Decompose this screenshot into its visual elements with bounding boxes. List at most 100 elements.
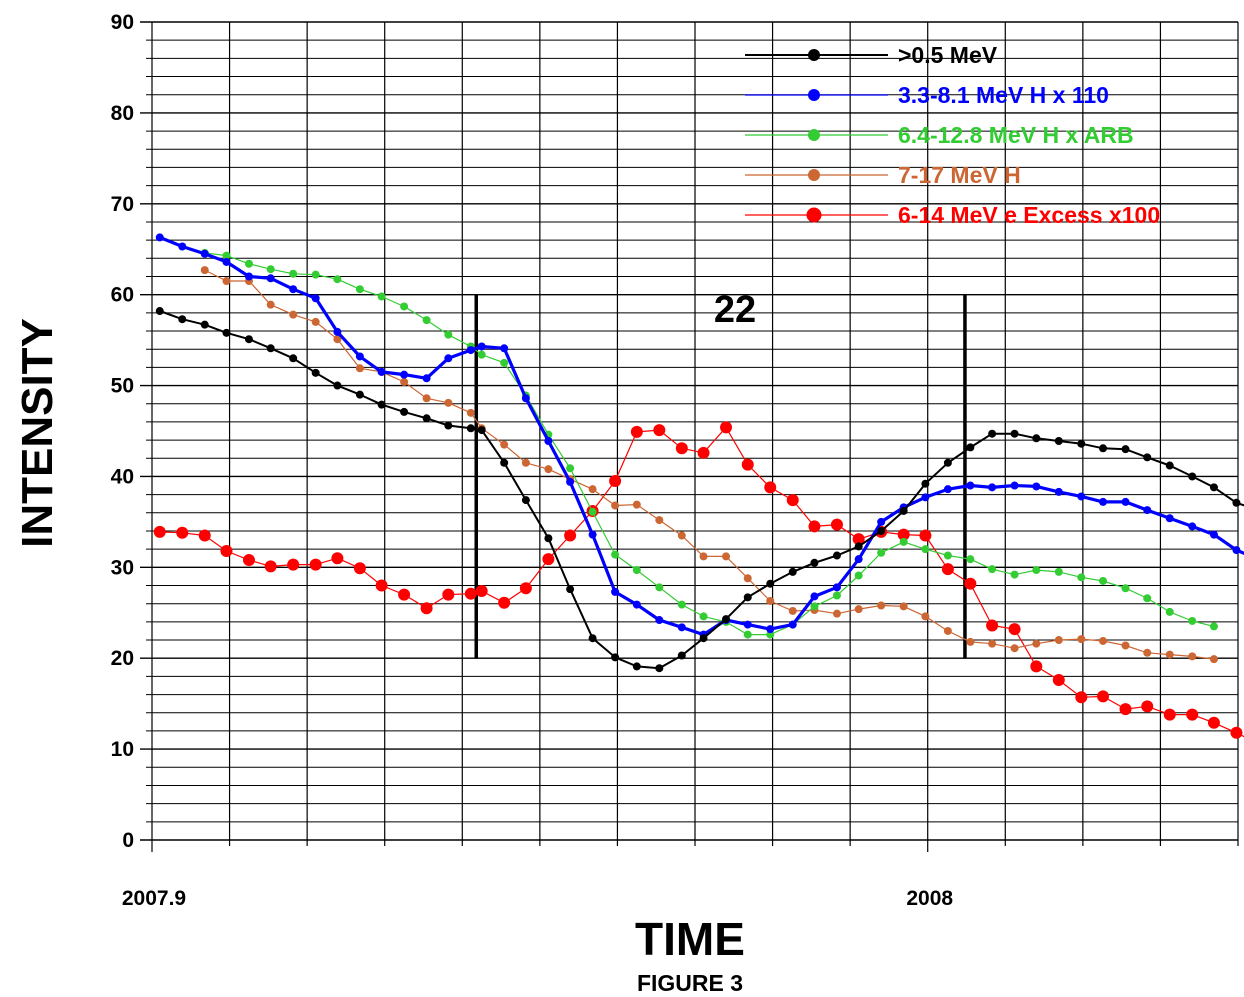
data-point <box>1077 635 1086 644</box>
data-point <box>677 623 686 632</box>
legend-label: 3.3-8.1 MeV H x 110 <box>898 82 1109 108</box>
data-point <box>353 562 366 575</box>
data-point <box>921 479 930 488</box>
data-point <box>422 316 431 325</box>
data-point <box>677 600 686 609</box>
data-point <box>1143 506 1152 515</box>
data-point <box>1143 648 1152 657</box>
data-point <box>289 310 298 319</box>
data-point <box>921 545 930 554</box>
figure-caption: FIGURE 3 <box>637 970 743 996</box>
data-point <box>899 506 908 515</box>
data-point <box>519 582 532 595</box>
data-point <box>1209 622 1218 631</box>
data-point <box>311 317 320 326</box>
data-point <box>1209 483 1218 492</box>
data-point <box>919 529 932 542</box>
data-point <box>764 481 777 494</box>
legend-label: 7-17 MeV H <box>898 162 1021 188</box>
data-point <box>566 477 575 486</box>
data-point <box>444 398 453 407</box>
data-point <box>289 354 298 363</box>
data-point <box>1099 444 1108 453</box>
data-point <box>1188 652 1197 661</box>
data-point <box>200 249 209 258</box>
data-point <box>1032 639 1041 648</box>
y-tick-label: 30 <box>111 556 134 579</box>
legend-swatch-marker <box>806 207 822 223</box>
data-point <box>464 587 477 600</box>
data-point <box>289 285 298 294</box>
data-point <box>477 350 486 359</box>
legend-swatch-marker <box>808 169 820 181</box>
legend-label: 6.4-12.8 MeV H x ARB <box>898 122 1134 148</box>
data-point <box>287 558 300 571</box>
data-point <box>1010 481 1019 490</box>
data-point <box>333 335 342 344</box>
data-point <box>1077 573 1086 582</box>
data-point <box>854 555 863 564</box>
data-point <box>832 551 841 560</box>
data-point <box>699 552 708 561</box>
data-point <box>966 637 975 646</box>
data-point <box>1230 726 1243 739</box>
data-point <box>1165 461 1174 470</box>
data-point <box>200 320 209 329</box>
data-point <box>331 552 344 565</box>
data-point <box>632 566 641 575</box>
data-point <box>854 605 863 614</box>
data-point <box>941 563 954 576</box>
y-tick-label: 20 <box>111 647 134 670</box>
data-point <box>289 269 298 278</box>
data-point <box>899 537 908 546</box>
data-point <box>244 335 253 344</box>
data-point <box>877 517 886 526</box>
data-point <box>442 588 455 601</box>
data-point <box>1207 716 1220 729</box>
data-point <box>964 577 977 590</box>
data-point <box>854 571 863 580</box>
data-point <box>1054 567 1063 576</box>
data-point <box>808 520 821 533</box>
legend: >0.5 MeV 3.3-8.1 MeV H x 110 6.4-12.8 MeV … <box>745 42 1160 228</box>
data-point <box>498 596 511 609</box>
legend-entry: >0.5 MeV <box>745 42 998 68</box>
data-point <box>766 596 775 605</box>
data-point <box>588 634 597 643</box>
data-point <box>697 446 710 459</box>
legend-swatch-marker <box>808 49 820 61</box>
data-point <box>611 587 620 596</box>
series-0 <box>155 307 1244 673</box>
data-point <box>810 558 819 567</box>
data-point <box>1010 570 1019 579</box>
data-point <box>1032 482 1041 491</box>
data-point <box>766 579 775 588</box>
data-point <box>1097 690 1110 703</box>
data-point <box>943 551 952 560</box>
data-point <box>266 344 275 353</box>
data-point <box>266 265 275 274</box>
data-point <box>155 233 164 242</box>
data-point <box>722 615 731 624</box>
data-point <box>921 612 930 621</box>
data-point <box>1054 436 1063 445</box>
x-tick-labels: 2007.9 2008 <box>122 887 954 910</box>
data-point <box>400 370 409 379</box>
data-point <box>544 534 553 543</box>
data-point <box>988 429 997 438</box>
legend-swatch-marker <box>808 129 820 141</box>
data-point <box>377 400 386 409</box>
data-point <box>477 342 486 351</box>
data-point <box>1188 472 1197 481</box>
data-point <box>988 639 997 648</box>
data-point <box>1209 655 1218 664</box>
data-point <box>677 651 686 660</box>
data-point <box>311 270 320 279</box>
data-point <box>544 436 553 445</box>
annotation-label: 22 <box>714 289 756 331</box>
data-point <box>788 567 797 576</box>
data-point <box>564 529 577 542</box>
data-point <box>832 583 841 592</box>
data-point <box>422 374 431 383</box>
